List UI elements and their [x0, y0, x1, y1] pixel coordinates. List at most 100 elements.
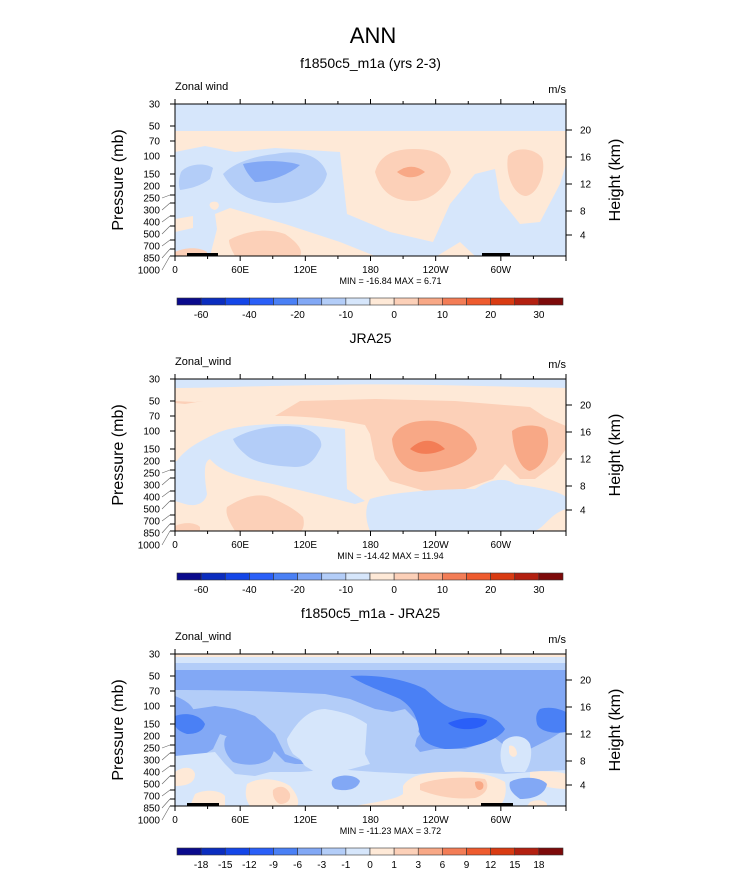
x-tick-label: 60W — [491, 815, 512, 826]
y-tick-label: 200 — [143, 457, 160, 468]
colorbar-box — [466, 572, 491, 581]
colorbar-box — [490, 572, 516, 581]
colorbar-box — [393, 847, 419, 856]
y-tick-label: 30 — [149, 100, 161, 111]
colorbar-box — [224, 847, 250, 856]
y-tick-label: 70 — [149, 687, 161, 698]
y-tick-leader — [161, 789, 171, 797]
y-tick-leader — [161, 469, 171, 474]
colorbar-label: 0 — [367, 860, 373, 871]
colorbar-box — [249, 847, 274, 856]
colorbar-box — [200, 572, 226, 581]
y-tick-label: 50 — [149, 397, 161, 408]
colorbar-box — [297, 297, 323, 306]
colorbar-box — [321, 847, 347, 856]
x-tick-label: 0 — [172, 265, 178, 276]
panel-observation: JRA25 Zonal_wind m/s 0 60E 120E 180 120W 60W 30 50… — [110, 330, 624, 596]
right-y-tick-label: 4 — [580, 506, 586, 517]
x-tick-label: 180 — [362, 265, 379, 276]
panel-difference: f1850c5_m1a - JRA25 Zonal_wind m/s 0 60E 120E… — [110, 605, 624, 871]
x-tick-label: 180 — [362, 540, 379, 551]
y-tick-label: 400 — [143, 493, 160, 504]
y-tick-leader — [161, 490, 171, 498]
colorbar-box — [176, 572, 202, 581]
y-tick-leader — [161, 523, 171, 534]
main-title: ANN — [350, 23, 396, 48]
colorbar-label: -12 — [242, 860, 257, 871]
colorbar-label: -10 — [339, 585, 354, 596]
right-y-tick-label: 4 — [580, 781, 586, 792]
right-y-tick-label: 20 — [580, 401, 592, 412]
colorbar-label: -15 — [218, 860, 233, 871]
colorbar-box — [321, 572, 347, 581]
colorbar-box — [297, 572, 323, 581]
colorbar-label: -60 — [194, 585, 209, 596]
colorbar-label: 10 — [437, 585, 449, 596]
colorbar-label: -60 — [194, 310, 209, 321]
colorbar-box — [176, 847, 202, 856]
right-y-tick-label: 8 — [580, 757, 586, 768]
colorbar-box — [369, 572, 395, 581]
y-tick-leader — [161, 239, 171, 247]
colorbar-label: -3 — [317, 860, 326, 871]
y-tick-label: 1000 — [138, 541, 161, 552]
y-tick-label: 850 — [143, 254, 160, 265]
y-tick-label: 70 — [149, 412, 161, 423]
colorbar-box — [417, 847, 443, 856]
colorbar-box — [200, 847, 226, 856]
colorbar-label: 12 — [485, 860, 497, 871]
colorbar-box — [345, 847, 371, 856]
y-tick-leader — [161, 500, 171, 510]
colorbar-label: 20 — [485, 585, 497, 596]
colorbar-box — [538, 297, 564, 306]
colorbar-label: 10 — [437, 310, 449, 321]
panel-title: f1850c5_m1a (yrs 2-3) — [300, 55, 441, 71]
y-tick-label: 100 — [143, 427, 160, 438]
y-tick-label: 300 — [143, 481, 160, 492]
y-tick-leader — [161, 194, 171, 199]
colorbar: -60 -40 -20 -10 0 10 20 30 — [176, 297, 564, 321]
colorbar-box — [514, 572, 540, 581]
x-tick-label: 60W — [491, 540, 512, 551]
colorbar-box — [176, 297, 202, 306]
y-tick-label: 700 — [143, 517, 160, 528]
variable-label: Zonal_wind — [175, 356, 231, 368]
colorbar: -18 -15 -12 -9 -6 -3 -1 0 1 3 6 9 12 15 18 — [176, 847, 564, 871]
colorbar-box — [224, 297, 250, 306]
panel-model: f1850c5_m1a (yrs 2-3) Zonal wind m/s 0 60E 12… — [110, 55, 624, 321]
y-tick-label: 150 — [143, 445, 160, 456]
y-tick-leader — [161, 765, 171, 773]
colorbar-box — [538, 572, 564, 581]
colorbar-box — [393, 572, 419, 581]
colorbar-box — [466, 847, 491, 856]
y-tick-label: 70 — [149, 137, 161, 148]
units-label: m/s — [548, 634, 566, 646]
min-max-label: MIN = -14.42 MAX = 11.94 — [337, 551, 443, 561]
right-y-axis-title: Height (km) — [607, 414, 624, 497]
right-y-tick-label: 20 — [580, 126, 592, 137]
y-tick-label: 700 — [143, 792, 160, 803]
colorbar-box — [249, 297, 274, 306]
colorbar-box — [514, 297, 540, 306]
x-tick-label: 60W — [491, 265, 512, 276]
y-tick-label: 500 — [143, 505, 160, 516]
colorbar-box — [538, 847, 564, 856]
variable-label: Zonal wind — [175, 81, 228, 93]
x-tick-label: 0 — [172, 815, 178, 826]
colorbar-box — [417, 572, 443, 581]
y-tick-leader — [161, 477, 171, 486]
x-tick-label: 120W — [423, 815, 450, 826]
colorbar-label: -20 — [290, 585, 305, 596]
colorbar-box — [466, 297, 491, 306]
colorbar-box — [249, 572, 274, 581]
y-tick-label: 100 — [143, 702, 160, 713]
right-y-tick-label: 12 — [580, 180, 592, 191]
colorbar-label: -40 — [242, 310, 257, 321]
y-tick-label: 100 — [143, 152, 160, 163]
panel-title: f1850c5_m1a - JRA25 — [301, 605, 441, 621]
min-max-label: MIN = -16.84 MAX = 6.71 — [339, 276, 441, 286]
x-tick-label: 120W — [423, 265, 450, 276]
y-tick-label: 250 — [143, 469, 160, 480]
colorbar-box — [442, 297, 467, 306]
